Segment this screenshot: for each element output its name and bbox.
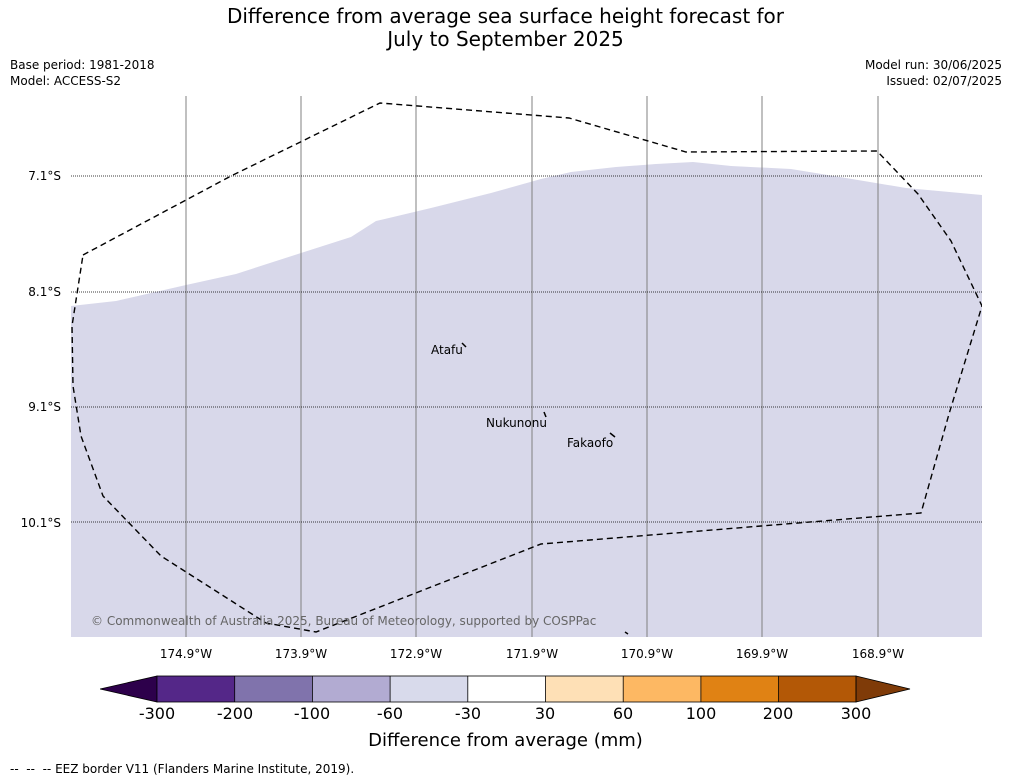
colorbar-segment (623, 676, 701, 702)
copyright-notice: © Commonwealth of Australia 2025, Bureau… (91, 614, 597, 628)
longitude-label: 170.9°W (620, 647, 674, 661)
issued-date-text: Issued: 02/07/2025 (886, 74, 1002, 88)
colorbar-extend-high (855, 675, 911, 703)
map-title: Difference from average sea surface heig… (0, 5, 1011, 51)
latitude-label: 9.1°S (28, 400, 61, 414)
colorbar-tick-label: -300 (138, 704, 176, 723)
colorbar (100, 675, 911, 703)
anomaly-fill-region (71, 162, 982, 637)
map-area[interactable] (71, 96, 982, 637)
longitude-label: 172.9°W (389, 647, 443, 661)
nukunonu-island-marker (543, 411, 547, 418)
atafu-island-marker (461, 342, 467, 348)
longitude-label: 171.9°W (505, 647, 559, 661)
colorbar-tick-label: 60 (612, 704, 634, 723)
model-run-text: Model run: 30/06/2025 (864, 58, 1002, 72)
fakaofo-island-marker (609, 432, 616, 438)
latitude-label: 10.1°S (20, 516, 61, 530)
colorbar-segment (157, 676, 235, 702)
colorbar-extend-low (100, 675, 158, 703)
colorbar-segment (700, 676, 779, 702)
longitude-label: 174.9°W (159, 647, 213, 661)
longitude-label: 173.9°W (274, 647, 328, 661)
latitude-label: 8.1°S (28, 285, 61, 299)
title-line-2: July to September 2025 (387, 27, 624, 51)
colorbar-dividers (156, 675, 857, 703)
colorbar-segment (390, 676, 468, 702)
colorbar-tick-label: -30 (454, 704, 482, 723)
eez-border (71, 102, 982, 633)
eez-legend-text: EEZ border V11 (Flanders Marine Institut… (51, 762, 355, 776)
map-canvas (71, 96, 982, 637)
colorbar-tick-label: 300 (840, 704, 872, 723)
place-label-nukunonu: Nukunonu (486, 416, 547, 430)
colorbar-tick-label: 100 (685, 704, 717, 723)
colorbar-tick-label: -60 (376, 704, 404, 723)
eez-legend-symbol: -- -- -- (10, 762, 52, 776)
base-period-text: Base period: 1981-2018 (10, 58, 155, 72)
colorbar-tick-label: 30 (534, 704, 556, 723)
colorbar-segment (545, 676, 624, 702)
longitude-label: 169.9°W (735, 647, 789, 661)
place-label-fakaofo: Fakaofo (567, 436, 614, 450)
colorbar-tick-label: -100 (293, 704, 331, 723)
meridian-lines (185, 96, 879, 637)
swains-island-marker (624, 631, 629, 635)
colorbar-tick-label: 200 (762, 704, 794, 723)
run-info: Model run: 30/06/2025 Issued: 02/07/2025 (865, 57, 1002, 89)
longitude-label: 168.9°W (851, 647, 905, 661)
eez-legend: -- -- -- EEZ border V11 (Flanders Marine… (10, 762, 354, 776)
place-label-atafu: Atafu (431, 343, 463, 357)
colorbar-segment (778, 676, 856, 702)
colorbar-tick-label: -200 (216, 704, 254, 723)
atoll-markers (461, 342, 629, 635)
latitude-label: 7.1°S (28, 169, 61, 183)
colorbar-title: Difference from average (mm) (368, 730, 643, 751)
model-name-text: Model: ACCESS-S2 (10, 74, 122, 88)
colorbar-segment (467, 676, 546, 702)
title-line-1: Difference from average sea surface heig… (226, 4, 785, 28)
model-info: Base period: 1981-2018 Model: ACCESS-S2 (10, 57, 155, 89)
colorbar-segment (312, 676, 391, 702)
colorbar-segment (234, 676, 313, 702)
